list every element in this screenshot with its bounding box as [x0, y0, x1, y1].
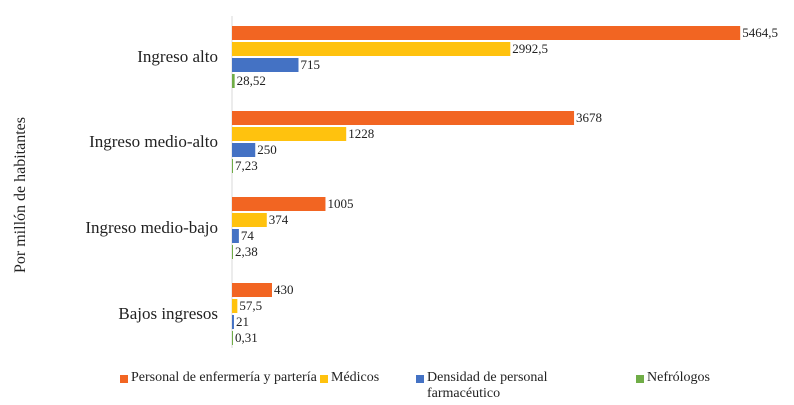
- bar-ingreso-medio-alto-s2: [232, 143, 256, 157]
- data-label-ingreso-medio-bajo-s0: 1005: [327, 196, 353, 211]
- bar-ingreso-alto-s0: [232, 26, 741, 40]
- legend-item-medicos: Médicos: [320, 370, 420, 386]
- bar-ingreso-alto-s2: [232, 58, 299, 72]
- bar-ingreso-medio-alto-s3: [232, 159, 233, 173]
- data-label-ingreso-medio-alto-s3: 7,23: [235, 158, 258, 173]
- legend-label-nefrologos: Nefrólogos: [647, 370, 710, 385]
- data-label-bajos-ingresos-s0: 430: [274, 282, 294, 297]
- data-label-bajos-ingresos-s1: 57,5: [239, 298, 262, 313]
- legend-swatch-nefrologos: [636, 375, 644, 383]
- data-label-ingreso-alto-s1: 2992,5: [512, 41, 548, 56]
- data-label-ingreso-alto-s3: 28,52: [237, 73, 266, 88]
- legend: Personal de enfermería y partería Médico…: [120, 370, 760, 404]
- bar-ingreso-alto-s1: [232, 42, 511, 56]
- data-label-ingreso-alto-s0: 5464,5: [742, 25, 778, 40]
- category-label-ingreso-alto: Ingreso alto: [137, 47, 218, 66]
- legend-swatch-medicos: [320, 375, 328, 383]
- category-label-bajos-ingresos: Bajos ingresos: [118, 304, 218, 323]
- legend-label-farmaceutico: Densidad de personal farmacéutico: [427, 370, 548, 401]
- bar-ingreso-alto-s3: [232, 74, 235, 88]
- bar-ingreso-medio-bajo-s1: [232, 213, 267, 227]
- bar-ingreso-medio-bajo-s2: [232, 229, 239, 243]
- category-label-ingreso-medio-bajo: Ingreso medio-bajo: [85, 218, 218, 237]
- data-label-ingreso-alto-s2: 715: [300, 57, 320, 72]
- legend-swatch-enfermeria: [120, 375, 128, 383]
- data-label-ingreso-medio-bajo-s3: 2,38: [235, 244, 258, 259]
- data-label-ingreso-medio-alto-s1: 1228: [348, 126, 374, 141]
- y-axis-label: Por millón de habitantes: [12, 117, 29, 273]
- bar-bajos-ingresos-s2: [232, 315, 234, 329]
- data-label-ingreso-medio-alto-s0: 3678: [576, 110, 602, 125]
- bar-bajos-ingresos-s1: [232, 299, 238, 313]
- bar-ingreso-medio-alto-s0: [232, 111, 575, 125]
- data-label-bajos-ingresos-s2: 21: [236, 314, 249, 329]
- category-label-ingreso-medio-alto: Ingreso medio-alto: [89, 132, 218, 151]
- legend-label-medicos: Médicos: [331, 370, 380, 385]
- legend-item-farmaceutico: Densidad de personal farmacéutico: [416, 370, 606, 402]
- legend-item-nefrologos: Nefrólogos: [636, 370, 756, 386]
- data-label-bajos-ingresos-s3: 0,31: [235, 330, 258, 345]
- bar-bajos-ingresos-s0: [232, 283, 272, 297]
- legend-swatch-farmaceutico: [416, 375, 424, 383]
- legend-item-enfermeria: Personal de enfermería y partería: [120, 370, 320, 386]
- bar-ingreso-medio-alto-s1: [232, 127, 347, 141]
- data-label-ingreso-medio-bajo-s1: 374: [269, 212, 289, 227]
- data-label-ingreso-medio-alto-s2: 250: [257, 142, 277, 157]
- bar-bajos-ingresos-s3: [232, 331, 233, 345]
- bar-ingreso-medio-bajo-s3: [232, 245, 233, 259]
- legend-label-enfermeria: Personal de enfermería y partería: [131, 370, 317, 385]
- data-label-ingreso-medio-bajo-s2: 74: [241, 228, 255, 243]
- bar-ingreso-medio-bajo-s0: [232, 197, 326, 211]
